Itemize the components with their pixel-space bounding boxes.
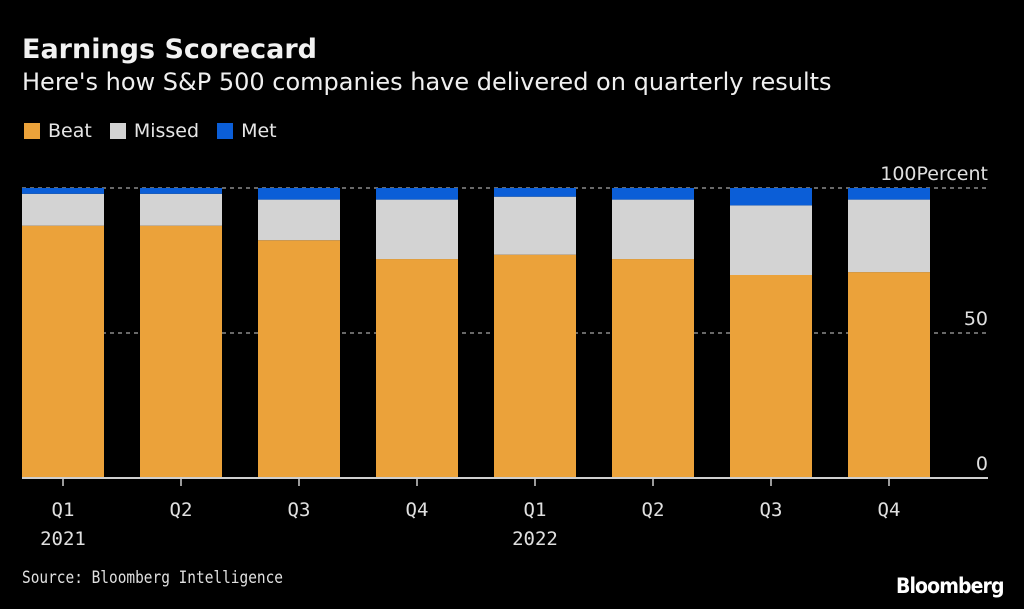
y-tick-label-100: 100Percent xyxy=(880,163,988,185)
legend-item-met: Met xyxy=(217,120,277,142)
x-tick-label-year: 2021 xyxy=(40,528,86,550)
bar-missed-8 xyxy=(848,199,930,273)
chart-subtitle: Here's how S&P 500 companies have delive… xyxy=(22,68,832,96)
bar-met-2 xyxy=(140,188,222,194)
legend-item-beat: Beat xyxy=(24,120,92,142)
x-tick-label-quarter: Q2 xyxy=(642,499,665,521)
bar-met-7 xyxy=(730,188,812,206)
chart-title: Earnings Scorecard xyxy=(22,34,317,65)
bar-beat-8 xyxy=(848,272,930,478)
bar-met-6 xyxy=(612,188,694,200)
bar-met-1 xyxy=(22,188,104,194)
x-tick-label-quarter: Q1 xyxy=(52,499,75,521)
source-note: Source: Bloomberg Intelligence xyxy=(22,568,283,588)
legend-label-missed: Missed xyxy=(133,120,200,142)
legend-swatch-missed xyxy=(109,123,126,139)
bar-missed-3 xyxy=(258,199,340,241)
bar-met-5 xyxy=(494,188,576,197)
x-tick-label-year: 2022 xyxy=(512,528,558,550)
x-tick-label-quarter: Q4 xyxy=(878,499,901,521)
bar-met-4 xyxy=(376,188,458,200)
bar-beat-2 xyxy=(140,225,222,478)
bar-missed-7 xyxy=(730,205,812,275)
legend: Beat Missed Met xyxy=(24,120,295,142)
x-tick-label-quarter: Q4 xyxy=(406,499,429,521)
bar-beat-6 xyxy=(612,259,694,478)
x-tick-label-quarter: Q3 xyxy=(760,499,783,521)
bar-met-3 xyxy=(258,188,340,200)
bar-beat-4 xyxy=(376,259,458,478)
bar-missed-1 xyxy=(22,193,104,226)
bar-missed-2 xyxy=(140,193,222,226)
bar-beat-7 xyxy=(730,275,812,478)
bloomberg-logo: Bloomberg xyxy=(896,574,1005,598)
legend-label-beat: Beat xyxy=(48,120,92,142)
legend-label-met: Met xyxy=(241,120,277,142)
y-tick-label-50: 50 xyxy=(964,308,988,330)
legend-swatch-met xyxy=(217,123,234,139)
bar-beat-1 xyxy=(22,225,104,478)
bar-beat-3 xyxy=(258,240,340,478)
x-tick-label-quarter: Q2 xyxy=(170,499,193,521)
x-tick-label-quarter: Q1 xyxy=(524,499,547,521)
bar-missed-5 xyxy=(494,196,576,255)
legend-item-missed: Missed xyxy=(109,120,200,142)
bar-beat-5 xyxy=(494,254,576,478)
bar-met-8 xyxy=(848,188,930,200)
y-tick-label-0: 0 xyxy=(976,453,988,475)
x-tick-label-quarter: Q3 xyxy=(288,499,311,521)
legend-swatch-beat xyxy=(24,123,40,139)
bar-missed-4 xyxy=(376,199,458,260)
bar-missed-6 xyxy=(612,199,694,260)
